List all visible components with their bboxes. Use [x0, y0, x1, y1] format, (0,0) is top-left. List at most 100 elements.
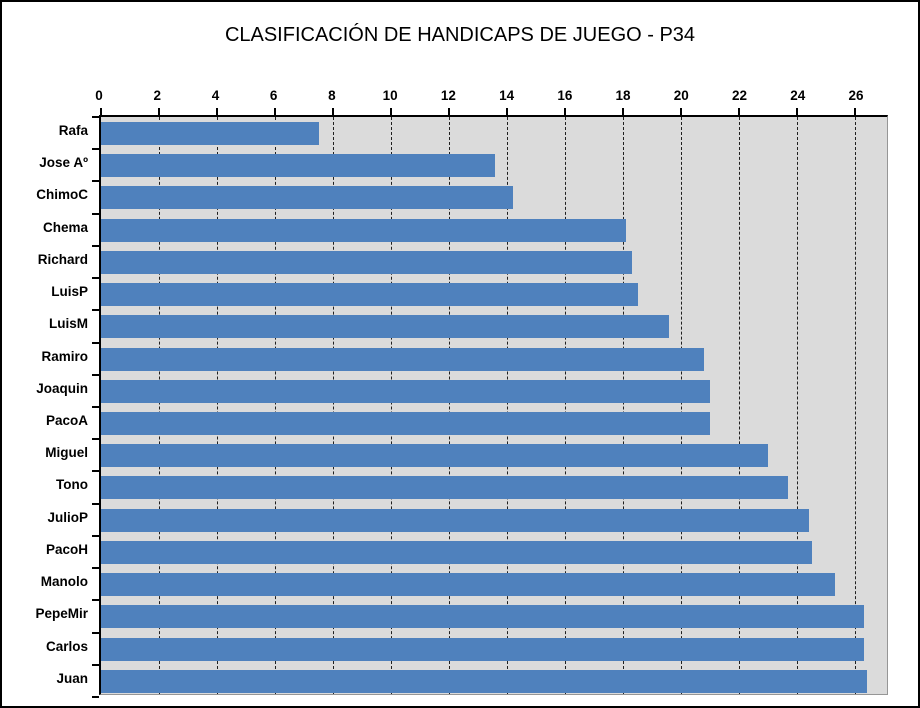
- x-tick-mark-18: [622, 108, 625, 115]
- bar-Carlos: [101, 637, 864, 661]
- gridline-x-8: [333, 117, 335, 694]
- y-category-label-Miguel: Miguel: [45, 445, 88, 461]
- y-tick-mark-15: [92, 599, 99, 602]
- x-tick-label-20: 20: [673, 88, 689, 103]
- y-category-label-PepeMir: PepeMir: [35, 606, 88, 622]
- gridline-x-24: [797, 117, 799, 694]
- y-tick-mark-7: [92, 341, 99, 344]
- y-tick-mark-16: [92, 631, 99, 634]
- y-tick-mark-12: [92, 502, 99, 505]
- x-tick-mark-6: [274, 108, 277, 115]
- x-tick-label-24: 24: [790, 88, 806, 103]
- y-category-label-Richard: Richard: [37, 251, 88, 267]
- x-tick-mark-16: [564, 108, 567, 115]
- gridline-x-2: [159, 117, 160, 694]
- y-tick-mark-18: [92, 696, 99, 698]
- y-tick-mark-4: [92, 244, 99, 247]
- gridline-x-22: [739, 117, 741, 694]
- y-tick-mark-10: [92, 438, 99, 441]
- bar-Juan: [101, 669, 867, 693]
- y-tick-mark-1: [92, 148, 99, 151]
- y-tick-mark-11: [92, 470, 99, 473]
- chart-title: CLASIFICACIÓN DE HANDICAPS DE JUEGO - P3…: [224, 24, 696, 46]
- gridline-x-16: [565, 117, 567, 694]
- y-tick-mark-17: [92, 663, 99, 666]
- y-tick-mark-0: [92, 116, 99, 118]
- x-tick-label-4: 4: [211, 88, 220, 103]
- y-tick-mark-8: [92, 373, 99, 376]
- y-tick-mark-5: [92, 277, 99, 280]
- y-category-label-PacoH: PacoH: [45, 541, 88, 557]
- x-tick-label-10: 10: [382, 88, 398, 103]
- y-category-label-Rafa: Rafa: [58, 123, 88, 138]
- gridline-x-20: [681, 117, 683, 694]
- x-tick-label-22: 22: [732, 88, 748, 103]
- y-category-label-Tono: Tono: [56, 477, 88, 493]
- bar-Richard: [101, 250, 632, 274]
- y-tick-mark-6: [92, 309, 99, 312]
- bar-Chema: [101, 218, 626, 242]
- bar-Tono: [101, 476, 789, 500]
- x-tick-mark-10: [390, 108, 393, 115]
- x-tick-label-2: 2: [153, 88, 161, 103]
- bar-PacoA: [101, 412, 711, 435]
- bar-PepeMir: [101, 605, 864, 629]
- x-tick-mark-8: [332, 108, 335, 115]
- gridline-x-6: [275, 117, 277, 694]
- x-tick-mark-24: [796, 108, 799, 115]
- bar-Manolo: [101, 573, 835, 597]
- gridline-x-10: [391, 117, 393, 694]
- y-category-label-Ramiro: Ramiro: [41, 348, 88, 364]
- bar-LuisP: [101, 283, 638, 307]
- x-tick-label-6: 6: [269, 88, 278, 103]
- y-axis: Rafa Jose Aº ChimoC Chema Richard LuisP LuisM R…: [2, 115, 88, 695]
- x-tick-label-12: 12: [440, 88, 456, 103]
- x-tick-label-16: 16: [557, 88, 573, 103]
- gridline-x-14: [507, 117, 509, 694]
- bar-Joaquin: [101, 379, 711, 403]
- x-tick-label-26: 26: [848, 88, 864, 103]
- y-category-label-LuisM: LuisM: [49, 316, 88, 332]
- bar-Ramiro: [101, 347, 705, 371]
- x-tick-mark-4: [216, 108, 218, 115]
- x-tick-label-14: 14: [499, 88, 515, 103]
- bar-Jose Aº: [101, 154, 496, 178]
- x-tick-mark-14: [506, 108, 509, 115]
- y-tick-mark-13: [92, 534, 99, 537]
- y-category-label-Juan: Juan: [56, 670, 88, 686]
- y-category-label-Manolo: Manolo: [40, 574, 88, 590]
- bar-LuisM: [101, 315, 670, 339]
- y-category-label-JulioP: JulioP: [47, 509, 88, 525]
- y-category-label-PacoA: PacoA: [45, 413, 88, 428]
- x-tick-label-0: 0: [95, 88, 103, 103]
- x-tick-mark-20: [680, 108, 683, 115]
- y-category-label-Chema: Chema: [42, 219, 88, 235]
- bar-Miguel: [101, 444, 769, 468]
- gridline-x-26: [855, 117, 857, 694]
- x-axis: 0 2 4 6 8 10 12 14 16 18 20 22 24 26: [95, 86, 888, 106]
- y-tick-mark-3: [92, 212, 99, 215]
- y-tick-mark-14: [92, 567, 99, 570]
- x-tick-mark-22: [738, 108, 741, 115]
- x-tick-mark-12: [448, 108, 451, 115]
- bar-PacoH: [101, 540, 812, 564]
- y-category-label-Carlos: Carlos: [45, 638, 88, 654]
- x-tick-mark-2: [158, 108, 160, 115]
- gridline-x-12: [449, 117, 451, 694]
- y-category-label-Jose Aº: Jose Aº: [39, 155, 88, 171]
- bar-ChimoC: [101, 186, 513, 210]
- x-tick-mark-0: [100, 108, 102, 115]
- x-tick-label-18: 18: [615, 88, 631, 103]
- bar-Rafa: [101, 122, 319, 145]
- y-category-label-LuisP: LuisP: [51, 284, 88, 300]
- gridline-x-4: [217, 117, 218, 694]
- y-tick-mark-9: [92, 406, 99, 408]
- plot-area: [92, 108, 888, 698]
- y-category-label-ChimoC: ChimoC: [36, 187, 88, 203]
- x-tick-mark-26: [854, 108, 857, 115]
- x-tick-label-8: 8: [328, 88, 336, 103]
- y-category-label-Joaquin: Joaquin: [36, 380, 88, 396]
- y-tick-mark-2: [92, 180, 99, 183]
- bar-JulioP: [101, 508, 809, 532]
